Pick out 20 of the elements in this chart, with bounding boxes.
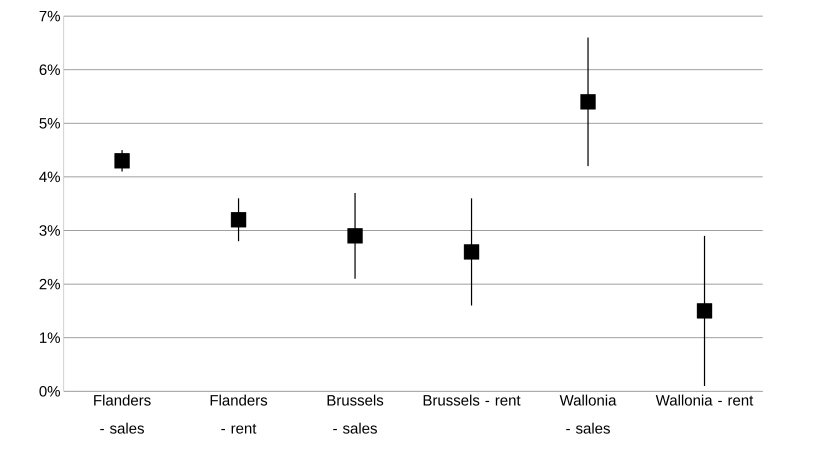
x-tick-label: Wallonia - sales (560, 394, 616, 434)
x-tick-label: Flanders - sales (94, 394, 151, 434)
y-tick-label: 2% (40, 279, 60, 290)
point (114, 153, 130, 169)
y-tick-label: 7% (40, 11, 60, 22)
x-tick-label: Brussels - rent (424, 394, 520, 406)
point (580, 94, 596, 110)
y-tick-label: 3% (39, 225, 60, 236)
y-tick-label: 6% (40, 64, 60, 76)
y-tick-label: 5% (39, 118, 60, 129)
point (347, 228, 363, 244)
x-tick-label: Brussels - sales (328, 394, 384, 434)
point (464, 244, 480, 260)
category-label: Flanders - rent (210, 394, 268, 434)
y-tick-label: 4% (39, 172, 60, 182)
point (230, 212, 246, 228)
y-tick-label: 0% (39, 386, 60, 397)
point (696, 303, 712, 319)
y-tick-label: 1% (40, 332, 60, 344)
x-tick-label: Wallonia - rent (656, 394, 754, 406)
